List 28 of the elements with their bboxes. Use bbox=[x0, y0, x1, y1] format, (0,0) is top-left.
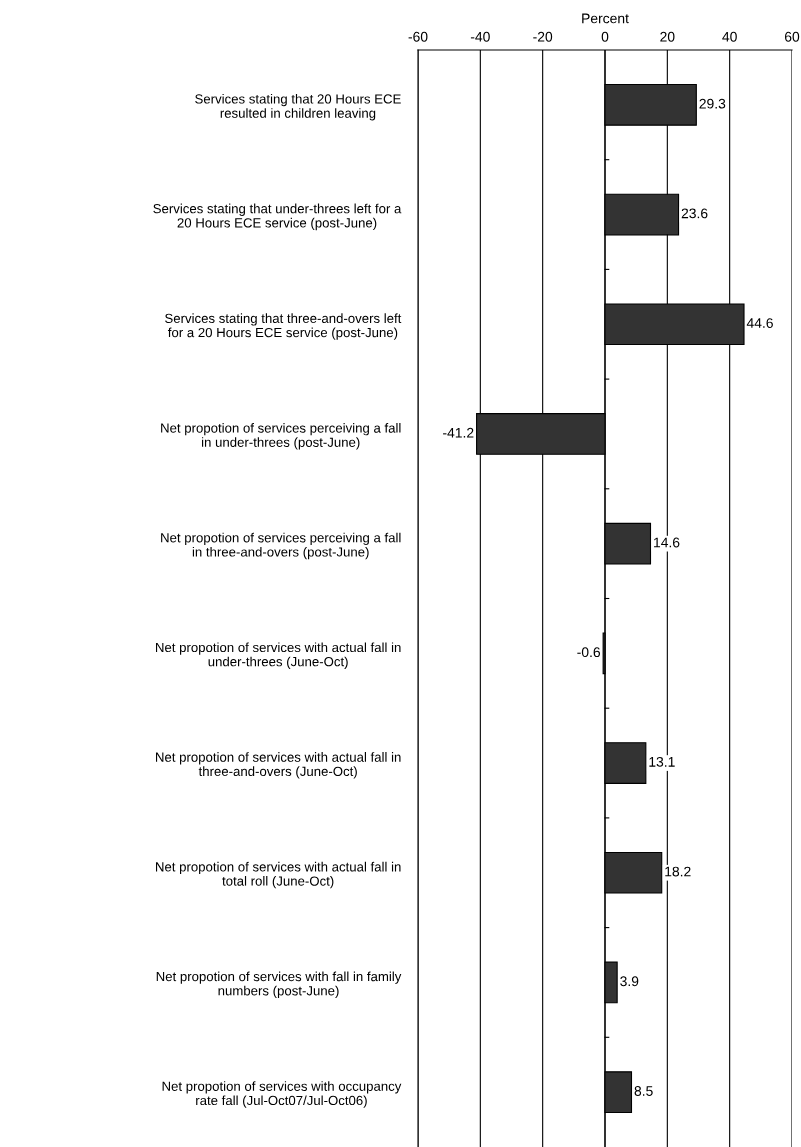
data-label: 8.5 bbox=[634, 1086, 653, 1096]
y-tick-label: Net propotion of services with actual fall in total roll (June-Oct) bbox=[156, 861, 401, 889]
x-tick-label: -20 bbox=[533, 31, 553, 42]
y-tick-label: Services stating that 20 Hours ECE resulted in children leaving bbox=[195, 93, 401, 121]
x-tick-label: 0 bbox=[601, 31, 609, 42]
y-tick-label: Services stating that under-threes left for a 20 Hours ECE service (post-June) bbox=[153, 203, 402, 231]
x-tick-label: 40 bbox=[722, 31, 737, 42]
data-label: 18.2 bbox=[665, 866, 691, 877]
x-tick-label: 60 bbox=[784, 31, 800, 42]
y-tick-label: Net propotion of services with occupancy rate fall (Jul-Oct07/Jul-Oct06) bbox=[162, 1081, 402, 1108]
data-label: 3.9 bbox=[620, 976, 639, 987]
x-axis-title: Percent bbox=[582, 13, 629, 24]
data-label: 13.1 bbox=[649, 756, 675, 767]
y-tick-label: Net propotion of services with actual fall in three-and-overs (June-Oct) bbox=[156, 752, 401, 779]
y-tick-label: Net propotion of services with fall in family numbers (post-June) bbox=[156, 971, 402, 999]
data-label: -41.2 bbox=[443, 427, 474, 438]
data-label: 44.6 bbox=[746, 318, 773, 328]
data-label: 14.6 bbox=[654, 537, 680, 548]
y-tick-label: Services stating that three-and-overs left for a 20 Hours ECE service (post-June) bbox=[165, 313, 402, 340]
data-label: 29.3 bbox=[699, 98, 726, 109]
y-tick-label: Net propotion of services with actual fall in under-threes (June-Oct) bbox=[156, 642, 401, 669]
data-label: -0.6 bbox=[577, 647, 601, 658]
y-tick-label: Net propotion of services perceiving a fall in three-and-overs (post-June) bbox=[161, 532, 401, 560]
x-tick-label: -60 bbox=[408, 31, 428, 42]
y-tick-label: Net propotion of services perceiving a fall in under-threes (post-June) bbox=[161, 423, 401, 450]
data-label: 23.6 bbox=[681, 208, 708, 219]
x-tick-label: -40 bbox=[470, 31, 490, 42]
x-tick-label: 20 bbox=[660, 31, 675, 42]
